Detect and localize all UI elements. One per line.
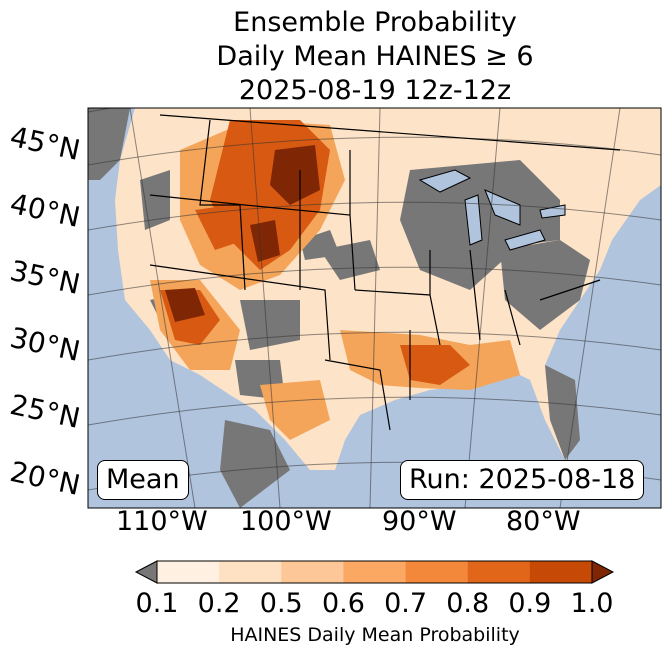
lon-label-110w: 110°W (116, 506, 208, 537)
chart-title: Ensemble Probability Daily Mean HAINES ≥… (0, 6, 671, 108)
title-line-3: 2025-08-19 12z-12z (238, 75, 512, 106)
state-boundaries (149, 114, 621, 431)
colorbar-tick-label: 0.5 (259, 588, 303, 619)
title-line-1: Ensemble Probability (233, 7, 517, 38)
colorbar-segment (405, 561, 469, 583)
colorbar-label: HAINES Daily Mean Probability (230, 624, 520, 646)
colorbar-tick-label: 0.9 (508, 588, 552, 619)
lon-label-90w: 90°W (382, 506, 457, 537)
colorbar (134, 560, 615, 584)
colorbar-under-triangle (134, 560, 158, 584)
lon-label-100w: 100°W (240, 506, 332, 537)
colorbar-segment (343, 561, 407, 583)
colorbar-segments (157, 561, 593, 583)
colorbar-segment (467, 561, 531, 583)
run-date-label: Run: 2025-08-18 (400, 460, 645, 500)
probability-map (87, 107, 662, 509)
lon-label-80w: 80°W (506, 506, 581, 537)
colorbar-segment (281, 561, 344, 583)
colorbar-tick-label: 0.7 (384, 588, 428, 619)
colorbar-tick-label: 0.1 (135, 588, 179, 619)
colorbar-frame (156, 560, 593, 584)
colorbar-segment (157, 561, 220, 583)
title-line-2: Daily Mean HAINES ≥ 6 (216, 41, 534, 72)
map-frame (87, 107, 662, 509)
colorbar-segment (219, 561, 282, 583)
colorbar-tick-label: 0.8 (446, 588, 490, 619)
colorbar-tick-label: 1.0 (570, 588, 614, 619)
mean-label: Mean (97, 460, 189, 500)
colorbar-segment (529, 561, 593, 583)
colorbar-tick-label: 0.2 (197, 588, 241, 619)
colorbar-tick-label: 0.6 (321, 588, 365, 619)
great-lakes (418, 169, 566, 251)
colorbar-over-triangle (591, 560, 615, 584)
max-probability-regions (165, 145, 320, 322)
